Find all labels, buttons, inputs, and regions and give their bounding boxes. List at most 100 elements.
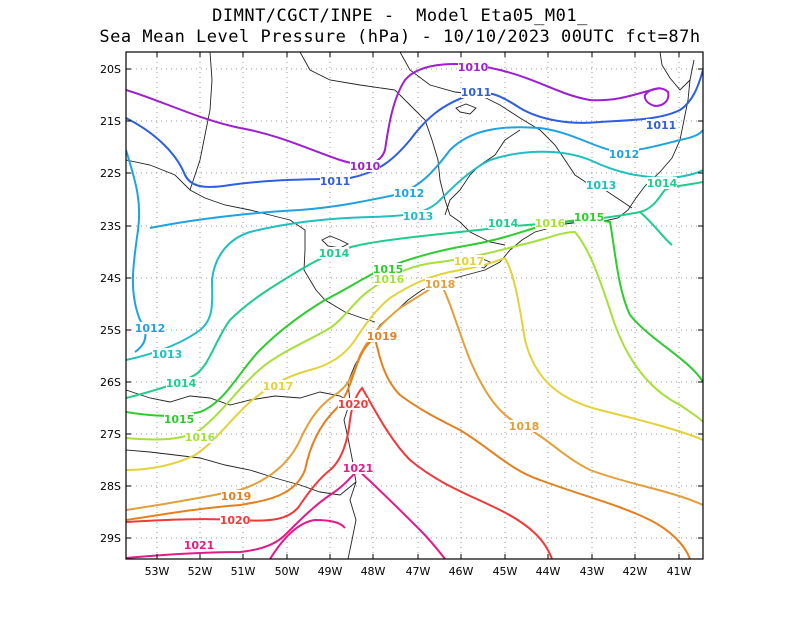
contour-label-1021: 1021 bbox=[343, 462, 374, 475]
isobar-1021b bbox=[269, 518, 346, 559]
contour-label-bg bbox=[461, 86, 491, 98]
contour-label-1012: 1012 bbox=[609, 148, 640, 161]
contour-label-1016: 1016 bbox=[374, 273, 405, 286]
contour-label-1010: 1010 bbox=[458, 61, 489, 74]
island bbox=[321, 235, 350, 249]
contour-label-bg bbox=[454, 255, 484, 267]
contour-label-bg bbox=[166, 377, 196, 389]
axis-ticks: 20S 21S 22S 23S 24S 25S 26S 27S 28S 29S 53W 52W 51W 5… bbox=[100, 52, 703, 578]
contour-label-1011: 1011 bbox=[646, 119, 677, 132]
contour-label-1017: 1017 bbox=[263, 380, 294, 393]
contour-label-1014: 1014 bbox=[166, 377, 197, 390]
contour-label-1015: 1015 bbox=[164, 413, 195, 426]
contour-label-bg bbox=[458, 61, 488, 73]
plot-frame bbox=[125, 51, 704, 560]
contour-label-1012: 1012 bbox=[394, 187, 425, 200]
contour-label-1020: 1020 bbox=[220, 514, 251, 527]
contour-label-1014: 1014 bbox=[647, 177, 678, 190]
contour-label-1015: 1015 bbox=[373, 263, 404, 276]
contour-label-bg bbox=[373, 263, 403, 275]
contour-label-bg bbox=[403, 210, 433, 222]
contour-label-bg bbox=[646, 119, 676, 131]
island bbox=[455, 103, 477, 115]
state-border bbox=[126, 449, 357, 496]
x-tick-label: 49W bbox=[318, 565, 343, 578]
contour-label-1010: 1010 bbox=[350, 160, 381, 173]
contour-label-1019: 1019 bbox=[221, 490, 252, 503]
isobar-1015 bbox=[126, 218, 703, 417]
isobar-1012b bbox=[149, 126, 703, 229]
contour-label-bg bbox=[185, 431, 215, 443]
x-tick-label: 46W bbox=[449, 565, 474, 578]
contour-label-bg bbox=[135, 322, 165, 334]
x-tick-label: 50W bbox=[275, 565, 300, 578]
contour-label-bg bbox=[184, 539, 214, 551]
contour-label-1014: 1014 bbox=[488, 217, 519, 230]
contour-label-bg bbox=[350, 160, 380, 172]
contour-label-1019: 1019 bbox=[367, 330, 398, 343]
state-border bbox=[126, 159, 376, 323]
isobar-1018 bbox=[126, 280, 703, 511]
contour-label-bg bbox=[367, 330, 397, 342]
y-tick-label: 24S bbox=[100, 272, 121, 285]
isobar-1011 bbox=[126, 69, 703, 188]
contour-label-1011: 1011 bbox=[320, 175, 351, 188]
contour-label-bg bbox=[609, 148, 639, 160]
contour-label-bg bbox=[586, 179, 616, 191]
contour-label-bg bbox=[319, 247, 349, 259]
contour-labels: 1010 1010 1011 1011 1011 1012 1012 1012 1013 1013… bbox=[135, 61, 678, 552]
y-tick-label: 23S bbox=[100, 220, 121, 233]
isobar-1012 bbox=[126, 149, 147, 353]
contour-label-bg bbox=[574, 211, 604, 223]
contour-label-1013: 1013 bbox=[403, 210, 434, 223]
isobar-1021 bbox=[126, 468, 446, 559]
contour-label-1012: 1012 bbox=[135, 322, 166, 335]
contour-label-1015: 1015 bbox=[574, 211, 605, 224]
state-border bbox=[659, 52, 691, 91]
isobar-1014 bbox=[126, 181, 703, 399]
state-border bbox=[299, 52, 506, 246]
x-tick-label: 47W bbox=[406, 565, 431, 578]
x-tick-label: 52W bbox=[188, 565, 213, 578]
x-tick-label: 51W bbox=[231, 565, 256, 578]
contour-label-bg bbox=[535, 217, 565, 229]
isobar-1016 bbox=[126, 230, 703, 441]
contour-label-1014: 1014 bbox=[319, 247, 350, 260]
isobar-1014b bbox=[639, 211, 673, 246]
contour-label-1013: 1013 bbox=[152, 348, 183, 361]
y-tick-label: 20S bbox=[100, 63, 121, 76]
contour-label-1011: 1011 bbox=[461, 86, 492, 99]
isobar-1017 bbox=[126, 256, 703, 471]
contour-label-bg bbox=[221, 490, 251, 502]
contour-label-1018: 1018 bbox=[509, 420, 540, 433]
contour-label-1018: 1018 bbox=[425, 278, 456, 291]
contour-label-1021: 1021 bbox=[184, 539, 215, 552]
contour-label-bg bbox=[488, 217, 518, 229]
isobar-1010-closed bbox=[643, 87, 670, 108]
x-tick-label: 45W bbox=[493, 565, 518, 578]
contour-label-bg bbox=[164, 413, 194, 425]
chart-title-line2: Sea Mean Level Pressure (hPa) - 10/10/20… bbox=[99, 27, 701, 47]
contour-label-bg bbox=[394, 187, 424, 199]
contour-label-bg bbox=[152, 348, 182, 360]
contour-label-bg bbox=[425, 278, 455, 290]
y-tick-label: 26S bbox=[100, 376, 121, 389]
contour-label-1013: 1013 bbox=[586, 179, 617, 192]
state-border bbox=[126, 389, 351, 406]
x-tick-label: 43W bbox=[580, 565, 605, 578]
y-tick-label: 27S bbox=[100, 428, 121, 441]
isobars bbox=[126, 63, 703, 559]
contour-label-bg bbox=[343, 462, 373, 474]
y-tick-label: 25S bbox=[100, 324, 121, 337]
contour-label-bg bbox=[263, 380, 293, 392]
y-tick-label: 21S bbox=[100, 115, 121, 128]
x-tick-label: 53W bbox=[145, 565, 170, 578]
contour-label-1016: 1016 bbox=[185, 431, 216, 444]
contour-label-1020: 1020 bbox=[338, 398, 369, 411]
chart-title-line1: DIMNT/CGCT/INPE - Model Eta05_M01_ bbox=[212, 6, 588, 26]
contour-label-1017: 1017 bbox=[454, 255, 485, 268]
contour-label-bg bbox=[374, 273, 404, 285]
x-tick-label: 44W bbox=[536, 565, 561, 578]
y-tick-label: 28S bbox=[100, 480, 121, 493]
contour-label-bg bbox=[320, 175, 350, 187]
